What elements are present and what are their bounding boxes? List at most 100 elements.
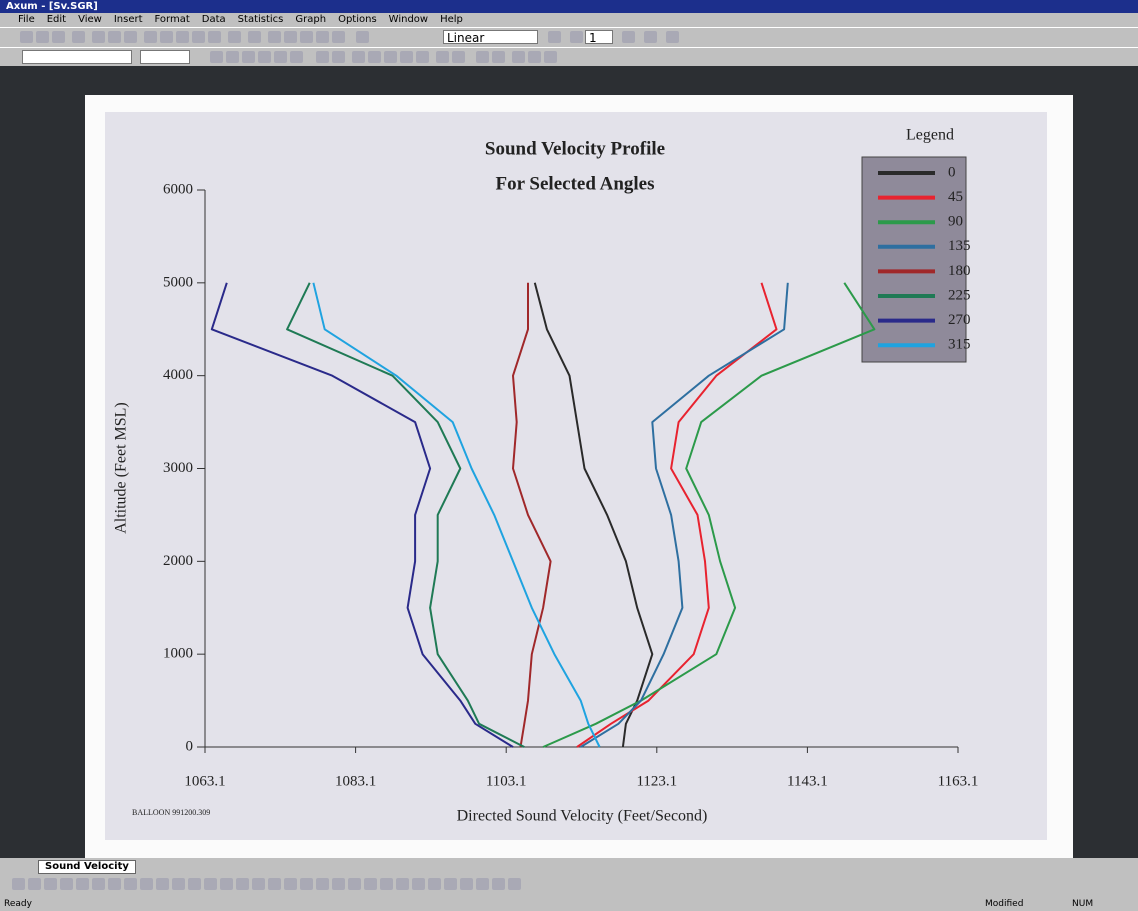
toolbar-button[interactable] <box>476 878 489 890</box>
toolbar-button[interactable] <box>316 878 329 890</box>
toolbar-button[interactable] <box>204 878 217 890</box>
toolbar-button[interactable] <box>252 878 265 890</box>
menu-item[interactable]: Help <box>440 14 463 25</box>
font-combo[interactable] <box>22 50 132 64</box>
toolbar-button[interactable] <box>364 878 377 890</box>
toolbar-button[interactable] <box>140 878 153 890</box>
toolbar-button[interactable] <box>666 31 679 43</box>
toolbar-button[interactable] <box>36 31 49 43</box>
scale-combo[interactable]: Linear <box>443 30 538 45</box>
toolbar-button[interactable] <box>316 31 329 43</box>
toolbar-button[interactable] <box>108 31 121 43</box>
menu-item[interactable]: Options <box>338 14 377 25</box>
toolbar-button[interactable] <box>20 31 33 43</box>
toolbar-button[interactable] <box>160 31 173 43</box>
toolbar-button[interactable] <box>492 51 505 63</box>
toolbar-button[interactable] <box>92 31 105 43</box>
toolbar-button[interactable] <box>192 31 205 43</box>
toolbar-button[interactable] <box>570 31 583 43</box>
menu-item[interactable]: Graph <box>295 14 327 25</box>
toolbar-button[interactable] <box>508 878 521 890</box>
toolbar-button[interactable] <box>548 31 561 43</box>
toolbar-button[interactable] <box>60 878 73 890</box>
toolbar-button[interactable] <box>12 878 25 890</box>
x-tick-label: 1123.1 <box>636 773 677 789</box>
sheet-tab[interactable]: Sound Velocity <box>38 860 136 874</box>
toolbar-button[interactable] <box>210 51 223 63</box>
toolbar-button[interactable] <box>228 31 241 43</box>
toolbar-button[interactable] <box>172 878 185 890</box>
toolbar-button[interactable] <box>476 51 489 63</box>
legend-label: 135 <box>948 238 971 254</box>
toolbar-button[interactable] <box>284 878 297 890</box>
toolbar-button[interactable] <box>416 51 429 63</box>
toolbar-button[interactable] <box>258 51 271 63</box>
toolbar-button[interactable] <box>528 51 541 63</box>
toolbar-button[interactable] <box>268 878 281 890</box>
toolbar-button[interactable] <box>124 878 137 890</box>
toolbar-button[interactable] <box>400 51 413 63</box>
menu-item[interactable]: View <box>78 14 102 25</box>
toolbar-button[interactable] <box>92 878 105 890</box>
toolbar-button[interactable] <box>236 878 249 890</box>
toolbar-button[interactable] <box>368 51 381 63</box>
toolbar-button[interactable] <box>220 878 233 890</box>
menu-item[interactable]: Window <box>388 14 429 25</box>
toolbar-button[interactable] <box>452 51 465 63</box>
toolbar-button[interactable] <box>208 31 221 43</box>
menu-item[interactable]: Data <box>201 14 226 25</box>
toolbar-button[interactable] <box>124 31 137 43</box>
menu-item[interactable]: File <box>18 14 35 25</box>
toolbar-button[interactable] <box>436 51 449 63</box>
toolbar-button[interactable] <box>300 31 313 43</box>
toolbar-button[interactable] <box>274 51 287 63</box>
toolbar-button[interactable] <box>72 31 85 43</box>
toolbar-button[interactable] <box>300 878 313 890</box>
toolbar-button[interactable] <box>316 51 329 63</box>
size-combo[interactable] <box>140 50 190 64</box>
toolbar-button[interactable] <box>332 31 345 43</box>
toolbar-button[interactable] <box>290 51 303 63</box>
toolbar-button[interactable] <box>76 878 89 890</box>
toolbar-button[interactable] <box>44 878 57 890</box>
toolbar-button[interactable] <box>332 878 345 890</box>
page-combo[interactable]: 1 <box>585 30 613 45</box>
x-axis-label: Directed Sound Velocity (Feet/Second) <box>457 808 708 825</box>
toolbar-button[interactable] <box>226 51 239 63</box>
toolbar-button[interactable] <box>444 878 457 890</box>
toolbar-button[interactable] <box>380 878 393 890</box>
menu-item[interactable]: Statistics <box>237 14 284 25</box>
toolbar-button[interactable] <box>156 878 169 890</box>
toolbar-button[interactable] <box>544 51 557 63</box>
toolbar-button[interactable] <box>52 31 65 43</box>
toolbar-button[interactable] <box>384 51 397 63</box>
toolbar-button[interactable] <box>512 51 525 63</box>
menu-item[interactable]: Edit <box>46 14 67 25</box>
title-bar: Axum - [Sv.SGR] <box>0 0 1138 13</box>
toolbar-button[interactable] <box>644 31 657 43</box>
toolbar-button[interactable] <box>492 878 505 890</box>
toolbar-button[interactable] <box>248 31 261 43</box>
menu-item[interactable]: Format <box>154 14 190 25</box>
menu-item[interactable]: Insert <box>113 14 143 25</box>
toolbar-button[interactable] <box>460 878 473 890</box>
toolbar-button[interactable] <box>622 31 635 43</box>
toolbar-button[interactable] <box>352 51 365 63</box>
toolbar-button[interactable] <box>348 878 361 890</box>
status-modified: Modified <box>985 899 1024 909</box>
toolbar-button[interactable] <box>356 31 369 43</box>
toolbar-button[interactable] <box>176 31 189 43</box>
toolbar-button[interactable] <box>428 878 441 890</box>
toolbar-button[interactable] <box>242 51 255 63</box>
toolbar-button[interactable] <box>108 878 121 890</box>
toolbar-button[interactable] <box>284 31 297 43</box>
toolbar-button[interactable] <box>188 878 201 890</box>
toolbar-button[interactable] <box>28 878 41 890</box>
toolbar-button[interactable] <box>268 31 281 43</box>
toolbar-button[interactable] <box>396 878 409 890</box>
legend-label: 90 <box>948 214 963 230</box>
toolbar-button[interactable] <box>412 878 425 890</box>
toolbar-button[interactable] <box>144 31 157 43</box>
toolbar-button[interactable] <box>332 51 345 63</box>
